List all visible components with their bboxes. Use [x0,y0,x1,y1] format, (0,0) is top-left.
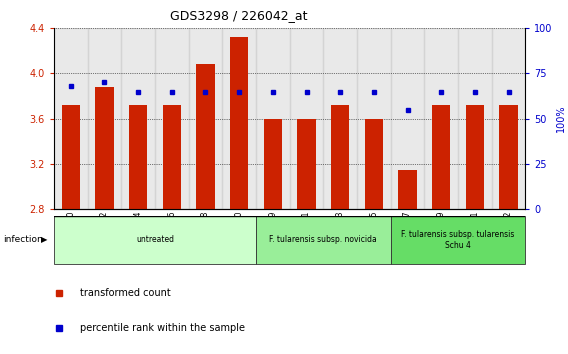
Text: GDS3298 / 226042_at: GDS3298 / 226042_at [170,9,307,22]
Bar [155,28,189,209]
Text: infection: infection [3,235,43,244]
Bar [222,28,256,209]
Bar [432,105,450,209]
Bar [492,28,525,209]
Bar [391,216,525,264]
Bar [458,28,492,209]
Bar [189,28,222,209]
Bar [398,171,417,209]
Bar [357,28,391,209]
Bar [331,105,349,209]
Text: ▶: ▶ [41,235,48,244]
Bar [162,105,181,209]
Text: F. tularensis subsp. novicida: F. tularensis subsp. novicida [269,235,377,244]
Text: transformed count: transformed count [80,288,170,298]
Bar [61,105,80,209]
Bar [122,28,155,209]
Text: untreated: untreated [136,235,174,244]
Bar [365,119,383,209]
Bar [256,28,290,209]
Bar [95,87,114,209]
Bar [323,28,357,209]
Bar [230,38,248,209]
Text: F. tularensis subsp. tularensis
Schu 4: F. tularensis subsp. tularensis Schu 4 [402,230,515,250]
Bar [499,105,518,209]
Bar [54,216,256,264]
Bar [424,28,458,209]
Bar [87,28,122,209]
Bar [466,105,484,209]
Bar [54,28,87,209]
Bar [297,119,316,209]
Bar [256,216,391,264]
Text: percentile rank within the sample: percentile rank within the sample [80,323,245,333]
Bar [391,28,424,209]
Bar [129,105,148,209]
Bar [264,119,282,209]
Bar [290,28,323,209]
Y-axis label: 100%: 100% [556,105,566,132]
Bar [196,64,215,209]
